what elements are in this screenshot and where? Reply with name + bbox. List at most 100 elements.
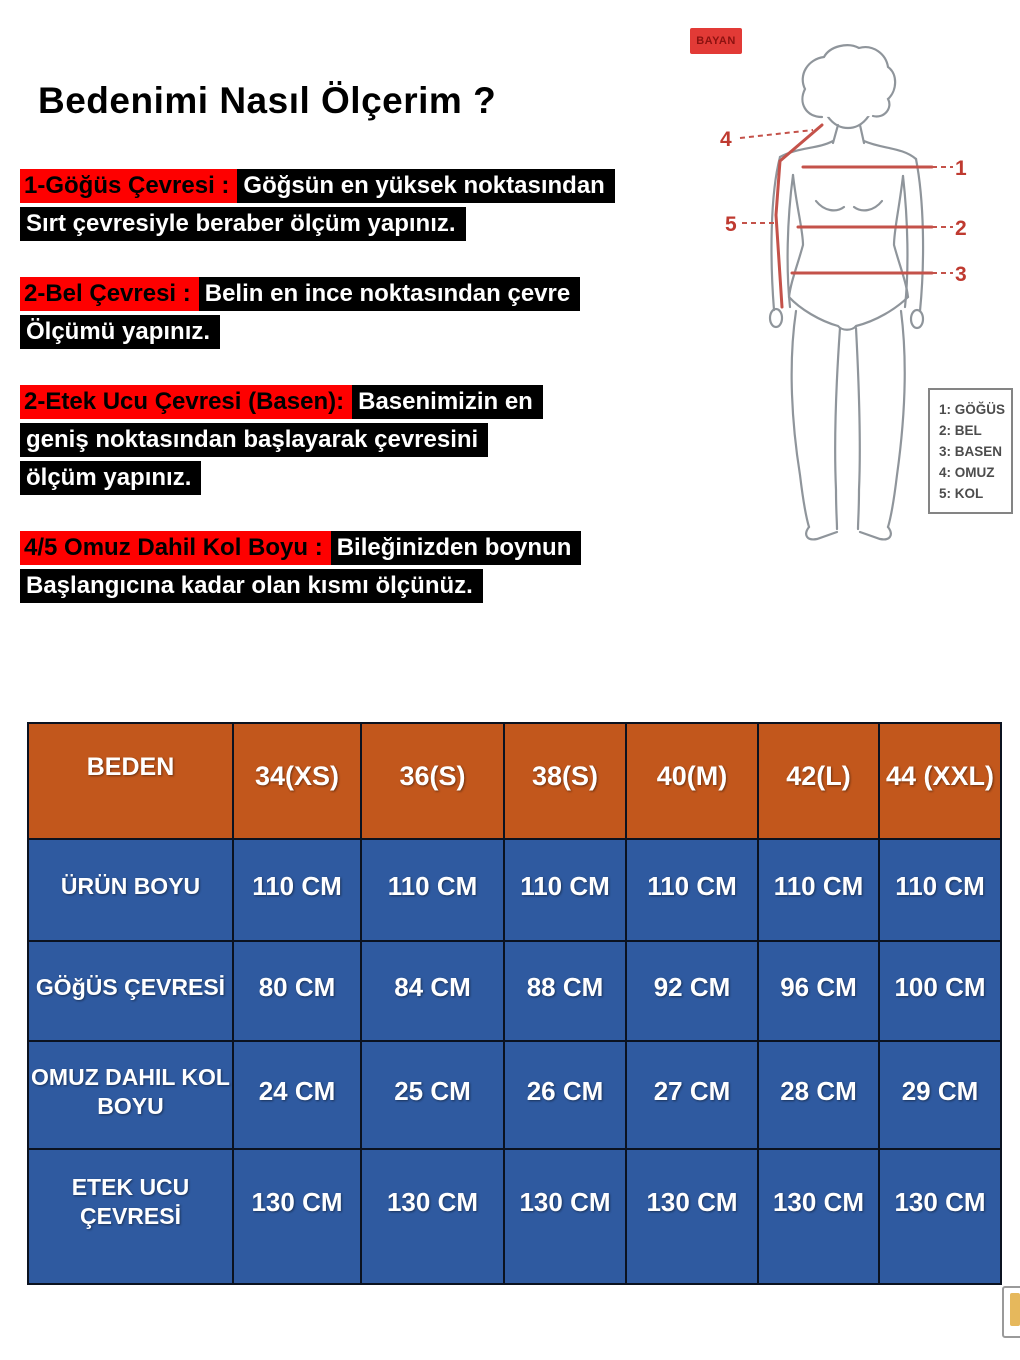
corner-fragment-mark	[1010, 1293, 1020, 1326]
callout-number-arm: 5	[725, 213, 737, 236]
corner-fragment	[1002, 1286, 1020, 1338]
instruction-text: Başlangıcına kadar olan kısmı ölçünüz.	[20, 569, 483, 603]
instruction-text: ölçüm yapınız.	[20, 461, 202, 495]
value-cell: 28 CM	[757, 1040, 880, 1150]
value-cell: 110 CM	[232, 838, 362, 942]
shoulder-callout-dash	[739, 129, 814, 139]
callout-number-shoulder: 4	[720, 128, 732, 151]
instruction-line: 4/5 Omuz Dahil Kol Boyu : Bileğinizden bo…	[20, 531, 700, 565]
value-cell: 110 CM	[503, 838, 627, 942]
legend-item: 5: KOL	[939, 486, 984, 501]
size-header-cell: 42(L)	[757, 722, 880, 840]
legend-item: 1: GÖĞÜS	[939, 402, 1006, 417]
value-cell: 96 CM	[757, 940, 880, 1042]
value-cell: 130 CM	[360, 1148, 505, 1285]
instruction-label: 1-Göğüs Çevresi :	[20, 169, 238, 203]
instruction-line: ölçüm yapınız.	[20, 461, 700, 495]
figure-left-leg	[790, 309, 842, 531]
figure-bust	[814, 199, 884, 212]
instruction-text: geniş noktasından başlayarak çevresini	[20, 423, 489, 457]
instruction-text: Belin en ince noktasından çevre	[198, 277, 581, 311]
row-label-cell: ETEK UCU ÇEVRESİ	[27, 1148, 234, 1285]
value-cell: 26 CM	[503, 1040, 627, 1150]
figure-right-hand	[909, 308, 925, 330]
figure-hair	[801, 44, 897, 119]
value-cell: 110 CM	[360, 838, 505, 942]
size-table-row: ETEK UCU ÇEVRESİ 130 CM 130 CM 130 CM 130 CM…	[27, 1148, 1002, 1285]
instruction-text: Sırt çevresiyle beraber ölçüm yapınız.	[20, 207, 466, 241]
body-figure-illustration: 1 2 3 4 5	[720, 44, 967, 541]
value-cell: 130 CM	[625, 1148, 759, 1285]
value-cell: 29 CM	[878, 1040, 1002, 1150]
value-cell: 80 CM	[232, 940, 362, 1042]
value-cell: 25 CM	[360, 1040, 505, 1150]
instruction-line: Sırt çevresiyle beraber ölçüm yapınız.	[20, 207, 700, 241]
measurement-diagram: 1 2 3 4 5 BAYAN 1: GÖĞÜS 2: BEL 3: BASEN 4:…	[670, 15, 1020, 575]
measurement-instructions: 1-Göğüs Çevresi : Göğsün en yüksek noktas…	[20, 169, 700, 639]
instruction-label: 4/5 Omuz Dahil Kol Boyu :	[20, 531, 331, 565]
instruction-line: 1-Göğüs Çevresi : Göğsün en yüksek noktas…	[20, 169, 700, 203]
figure-briefs	[787, 295, 910, 331]
size-table-row: ÜRÜN BOYU 110 CM 110 CM 110 CM 110 CM 110 CM 1…	[27, 838, 1002, 942]
instruction-paragraph: 2-Bel Çevresi : Belin en ince noktasından…	[20, 277, 700, 349]
value-cell: 92 CM	[625, 940, 759, 1042]
gender-badge: BAYAN	[690, 28, 742, 54]
instruction-text: Göğsün en yüksek noktasından	[237, 169, 615, 203]
value-cell: 130 CM	[878, 1148, 1002, 1285]
size-header-cell: BEDEN	[27, 722, 234, 840]
instruction-line: Başlangıcına kadar olan kısmı ölçünüz.	[20, 569, 700, 603]
figure-feet	[805, 525, 892, 541]
legend-item: 2: BEL	[939, 423, 982, 438]
value-cell: 130 CM	[232, 1148, 362, 1285]
instruction-text: Basenimizin en	[352, 385, 543, 419]
figure-shoulders	[778, 139, 918, 161]
instruction-line: geniş noktasından başlayarak çevresini	[20, 423, 700, 457]
value-cell: 24 CM	[232, 1040, 362, 1150]
value-cell: 130 CM	[757, 1148, 880, 1285]
size-table-header-row: BEDEN 34(XS) 36(S) 38(S) 40(M) 42(L) 44 (XXL)	[27, 722, 1002, 840]
value-cell: 110 CM	[757, 838, 880, 942]
instruction-paragraph: 4/5 Omuz Dahil Kol Boyu : Bileğinizden bo…	[20, 531, 700, 603]
instruction-line: 2-Etek Ucu Çevresi (Basen): Basenimizin e…	[20, 385, 700, 419]
callout-number-hip: 3	[955, 263, 967, 286]
value-cell: 130 CM	[503, 1148, 627, 1285]
value-cell: 27 CM	[625, 1040, 759, 1150]
size-header-cell: 38(S)	[503, 722, 627, 840]
page-title: Bedenimi Nasıl Ölçerim ?	[38, 80, 497, 121]
legend-item: 4: OMUZ	[939, 465, 995, 480]
size-header-cell: 44 (XXL)	[878, 722, 1002, 840]
value-cell: 100 CM	[878, 940, 1002, 1042]
value-cell: 84 CM	[360, 940, 505, 1042]
figure-right-arm	[901, 157, 925, 313]
callout-number-waist: 2	[955, 217, 967, 240]
callout-number-chest: 1	[955, 157, 967, 180]
size-header-cell: 36(S)	[360, 722, 505, 840]
figure-left-hand	[768, 307, 784, 329]
size-header-cell: 40(M)	[625, 722, 759, 840]
figure-torso	[787, 173, 910, 299]
figure-neck	[831, 123, 866, 145]
instruction-paragraph: 1-Göğüs Çevresi : Göğsün en yüksek noktas…	[20, 169, 700, 241]
row-label-cell: OMUZ DAHIL KOL BOYU	[27, 1040, 234, 1150]
instruction-label: 2-Etek Ucu Çevresi (Basen):	[20, 385, 353, 419]
instruction-text: Bileğinizden boynun	[330, 531, 582, 565]
instruction-line: 2-Bel Çevresi : Belin en ince noktasından…	[20, 277, 700, 311]
value-cell: 88 CM	[503, 940, 627, 1042]
measurement-legend: 1: GÖĞÜS 2: BEL 3: BASEN 4: OMUZ 5: KOL	[928, 388, 1013, 514]
arm-measure-line	[774, 123, 824, 309]
row-label-cell: GÖğÜS ÇEVRESİ	[27, 940, 234, 1042]
size-table-row: OMUZ DAHIL KOL BOYU 24 CM 25 CM 26 CM 27 CM 2…	[27, 1040, 1002, 1150]
row-label-cell: ÜRÜN BOYU	[27, 838, 234, 942]
value-cell: 110 CM	[625, 838, 759, 942]
size-header-cell: 34(XS)	[232, 722, 362, 840]
figure-right-leg	[854, 309, 906, 531]
legend-item: 3: BASEN	[939, 444, 1003, 459]
size-table-row: GÖğÜS ÇEVRESİ 80 CM 84 CM 88 CM 92 CM 96 CM 10…	[27, 940, 1002, 1042]
size-table: BEDEN 34(XS) 36(S) 38(S) 40(M) 42(L) 44 (XXL) Ü…	[27, 722, 1002, 1285]
instruction-label: 2-Bel Çevresi :	[20, 277, 199, 311]
instruction-text: Ölçümü yapınız.	[20, 315, 221, 349]
instruction-line: Ölçümü yapınız.	[20, 315, 700, 349]
value-cell: 110 CM	[878, 838, 1002, 942]
instruction-paragraph: 2-Etek Ucu Çevresi (Basen): Basenimizin e…	[20, 385, 700, 495]
